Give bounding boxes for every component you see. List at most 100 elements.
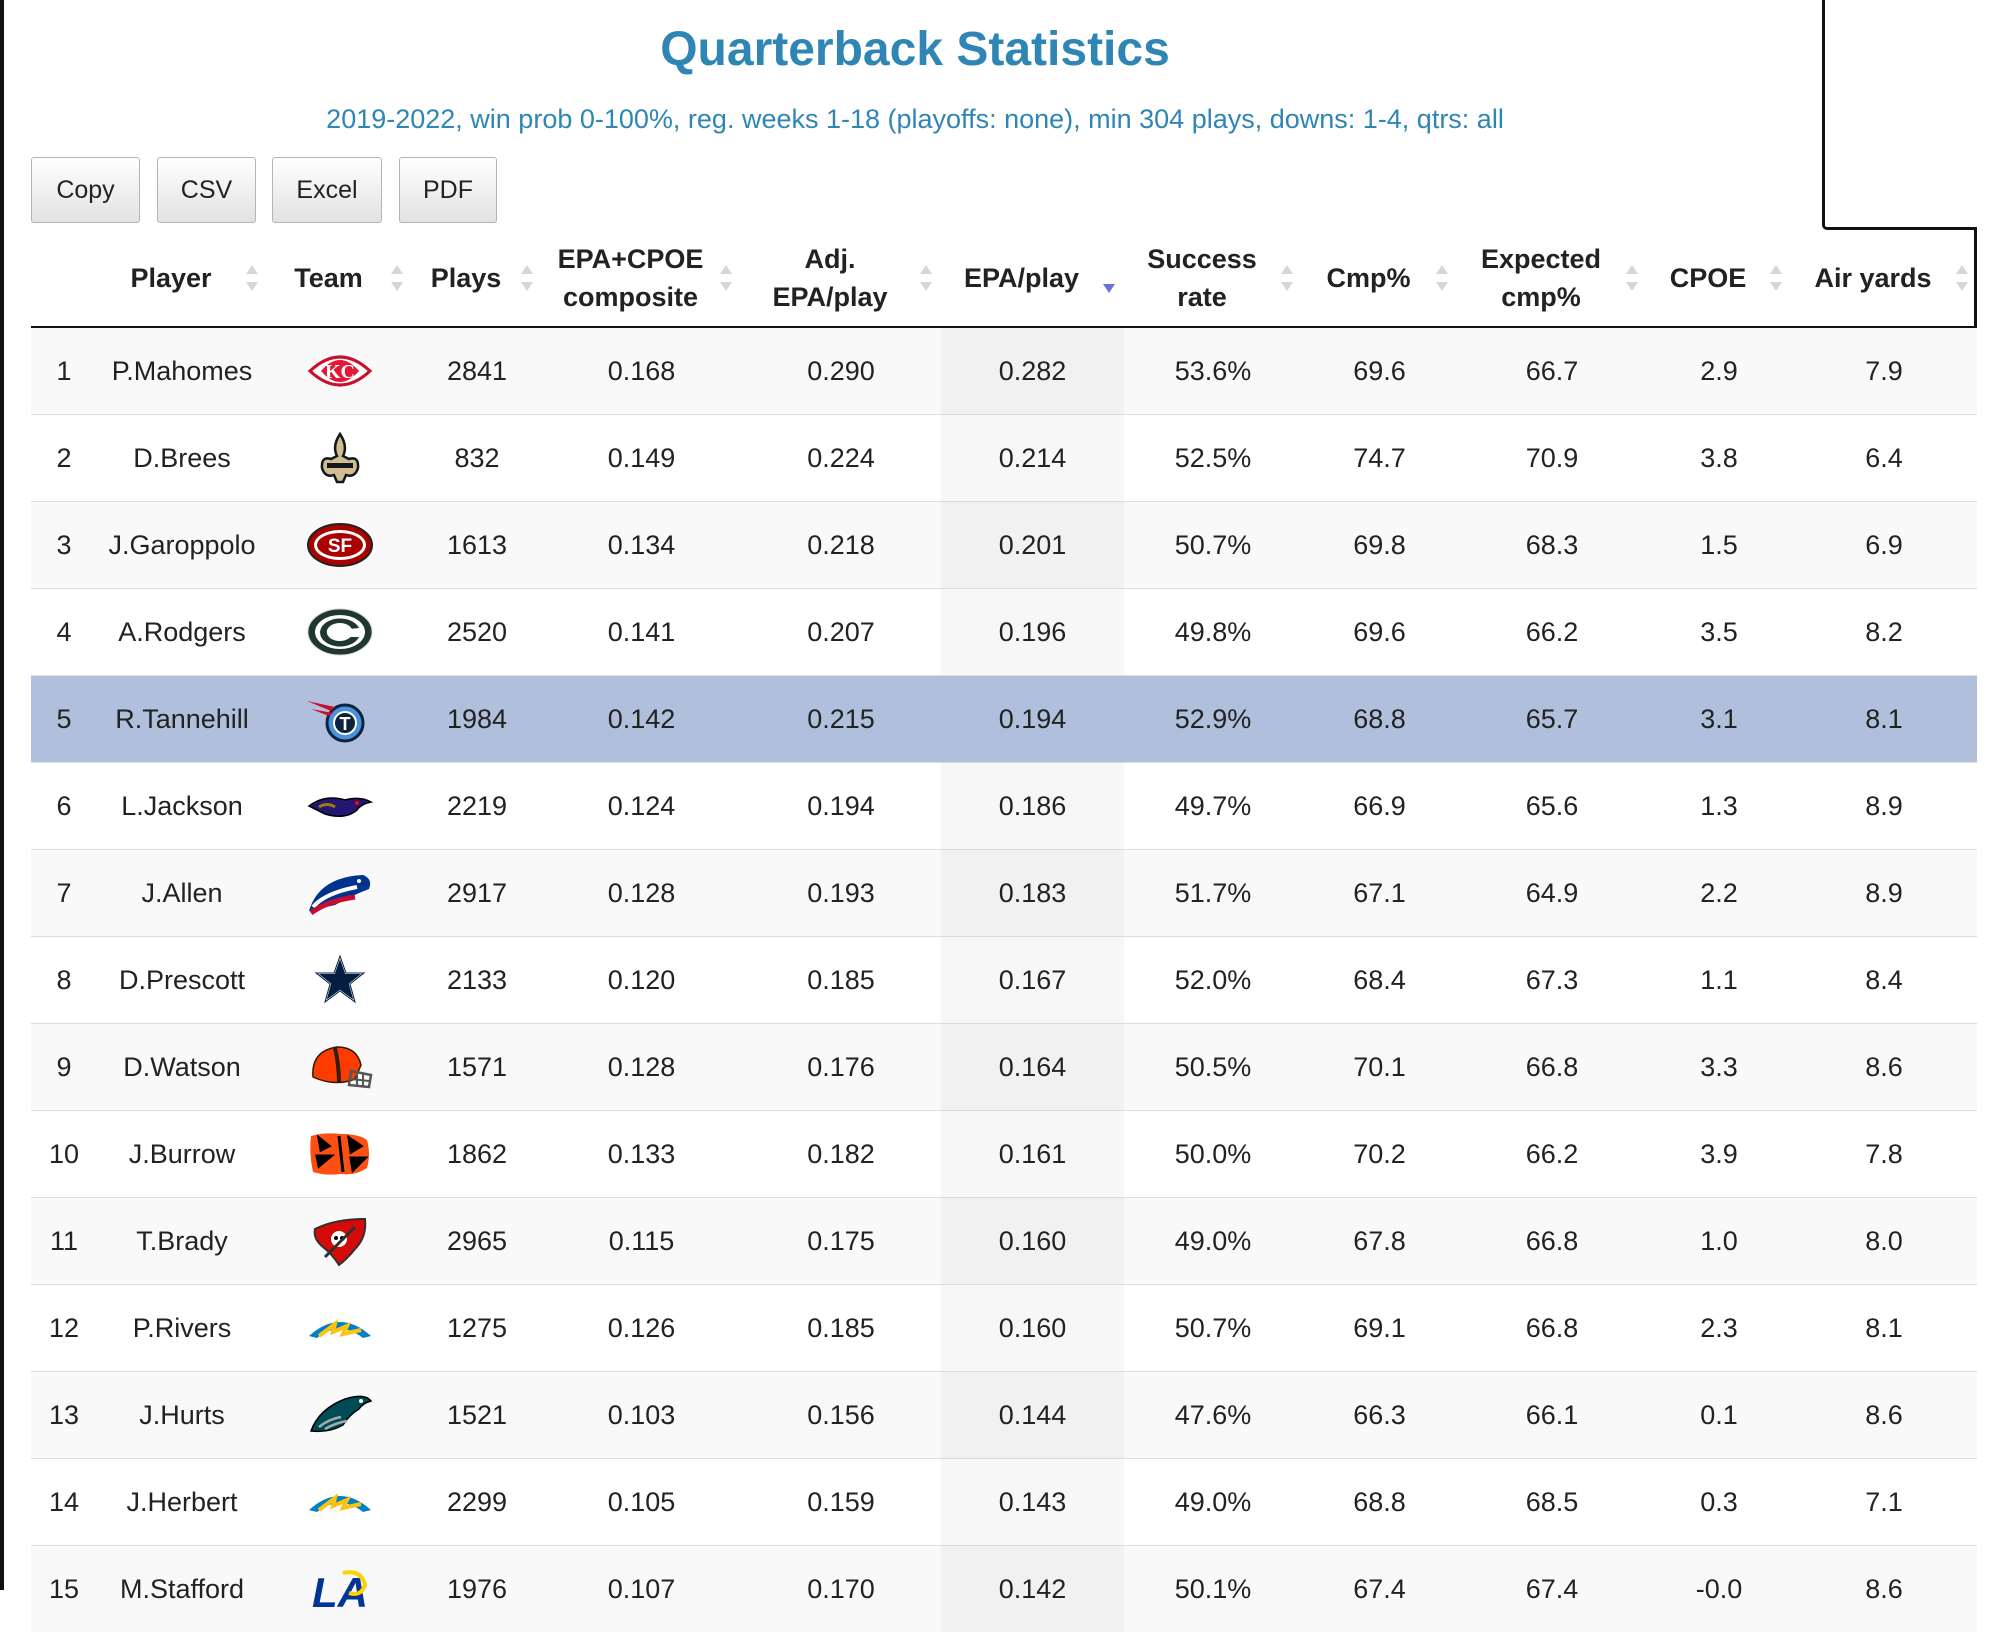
- rank-cell: 2: [31, 415, 97, 502]
- epa-cell: 0.161: [941, 1111, 1124, 1198]
- adj-epa-cell: 0.159: [741, 1459, 941, 1546]
- sort-icon[interactable]: [1955, 263, 1969, 293]
- titans-logo: [305, 693, 375, 745]
- plays-cell: 832: [412, 415, 542, 502]
- sort-icon[interactable]: [390, 263, 404, 293]
- xcmp-cell: 65.6: [1457, 763, 1647, 850]
- adj-epa-cell: 0.194: [741, 763, 941, 850]
- plays-cell: 1275: [412, 1285, 542, 1372]
- cmp-cell: 70.1: [1302, 1024, 1457, 1111]
- cpoe-cell: 3.8: [1647, 415, 1791, 502]
- csv-button[interactable]: CSV: [157, 157, 256, 223]
- col-xcmp-header[interactable]: Expected cmp%: [1457, 230, 1647, 327]
- cmp-cell: 69.6: [1302, 327, 1457, 415]
- team-cell: [267, 676, 412, 763]
- success-cell: 50.1%: [1124, 1546, 1302, 1632]
- sort-icon[interactable]: [1280, 263, 1294, 293]
- col-cpoe-header[interactable]: CPOE: [1647, 230, 1791, 327]
- epa-cell: 0.144: [941, 1372, 1124, 1459]
- plays-cell: 2299: [412, 1459, 542, 1546]
- rank-cell: 9: [31, 1024, 97, 1111]
- epa-cell: 0.167: [941, 937, 1124, 1024]
- team-cell: [267, 502, 412, 589]
- composite-cell: 0.128: [542, 1024, 741, 1111]
- pdf-button[interactable]: PDF: [399, 157, 497, 223]
- xcmp-cell: 68.3: [1457, 502, 1647, 589]
- col-plays-header[interactable]: Plays: [412, 230, 542, 327]
- plays-cell: 2520: [412, 589, 542, 676]
- col-team-header[interactable]: Team: [267, 230, 412, 327]
- col-cmp-header[interactable]: Cmp%: [1302, 230, 1457, 327]
- success-cell: 52.9%: [1124, 676, 1302, 763]
- sort-icon[interactable]: [245, 263, 259, 293]
- sort-icon[interactable]: [520, 263, 534, 293]
- cmp-cell: 68.4: [1302, 937, 1457, 1024]
- copy-button[interactable]: Copy: [31, 157, 140, 223]
- col-plays-label: Plays: [431, 263, 502, 293]
- player-cell: J.Hurts: [97, 1372, 267, 1459]
- team-cell: [267, 1459, 412, 1546]
- cmp-cell: 68.8: [1302, 1459, 1457, 1546]
- composite-cell: 0.105: [542, 1459, 741, 1546]
- xcmp-cell: 67.3: [1457, 937, 1647, 1024]
- air-cell: 7.8: [1791, 1111, 1977, 1198]
- sort-desc-icon[interactable]: [1102, 263, 1116, 293]
- col-epa-header[interactable]: EPA/play: [941, 230, 1124, 327]
- col-air-header[interactable]: Air yards: [1791, 230, 1977, 327]
- composite-cell: 0.134: [542, 502, 741, 589]
- ravens-logo: [305, 780, 375, 832]
- excel-button[interactable]: Excel: [272, 157, 382, 223]
- success-cell: 49.0%: [1124, 1198, 1302, 1285]
- col-composite-header[interactable]: EPA+CPOE composite: [542, 230, 741, 327]
- adj-epa-cell: 0.175: [741, 1198, 941, 1285]
- sort-icon[interactable]: [919, 263, 933, 293]
- player-cell: D.Watson: [97, 1024, 267, 1111]
- sort-icon[interactable]: [1769, 263, 1783, 293]
- sort-icon[interactable]: [719, 263, 733, 293]
- cpoe-cell: 3.9: [1647, 1111, 1791, 1198]
- col-xcmp-label: Expected cmp%: [1481, 244, 1601, 312]
- cmp-cell: 69.8: [1302, 502, 1457, 589]
- rams-logo: [305, 1563, 375, 1615]
- xcmp-cell: 67.4: [1457, 1546, 1647, 1632]
- air-cell: 8.6: [1791, 1372, 1977, 1459]
- cmp-cell: 67.8: [1302, 1198, 1457, 1285]
- adj-epa-cell: 0.193: [741, 850, 941, 937]
- cpoe-cell: 1.5: [1647, 502, 1791, 589]
- success-cell: 49.0%: [1124, 1459, 1302, 1546]
- cmp-cell: 69.6: [1302, 589, 1457, 676]
- adj-epa-cell: 0.218: [741, 502, 941, 589]
- epa-cell: 0.160: [941, 1198, 1124, 1285]
- cpoe-cell: -0.0: [1647, 1546, 1791, 1632]
- col-player-header[interactable]: Player: [97, 230, 267, 327]
- adj-epa-cell: 0.176: [741, 1024, 941, 1111]
- team-cell: [267, 937, 412, 1024]
- sort-icon[interactable]: [1625, 263, 1639, 293]
- composite-cell: 0.142: [542, 676, 741, 763]
- xcmp-cell: 66.8: [1457, 1285, 1647, 1372]
- sort-icon[interactable]: [1435, 263, 1449, 293]
- col-success-header[interactable]: Success rate: [1124, 230, 1302, 327]
- eagles-logo: [305, 1389, 375, 1441]
- col-adj-epa-header[interactable]: Adj. EPA/play: [741, 230, 941, 327]
- col-composite-label: EPA+CPOE composite: [558, 244, 704, 312]
- player-cell: P.Mahomes: [97, 327, 267, 415]
- rank-cell: 13: [31, 1372, 97, 1459]
